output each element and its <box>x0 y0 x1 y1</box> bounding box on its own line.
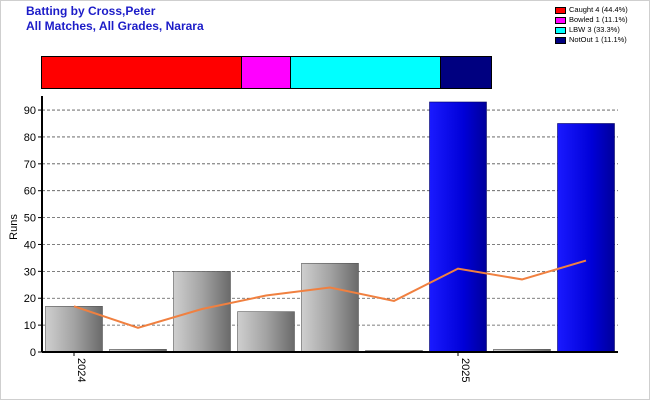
y-axis-label: Runs <box>8 214 20 240</box>
title-line-2: All Matches, All Grades, Narara <box>26 19 204 33</box>
legend-swatch <box>555 16 566 24</box>
bar <box>301 262 359 353</box>
legend-swatch <box>555 36 566 44</box>
y-tick-label: 30 <box>24 266 36 278</box>
bar <box>557 123 615 353</box>
legend-swatch <box>555 6 566 14</box>
legend-swatch <box>555 26 566 34</box>
y-tick-label: 80 <box>24 132 36 144</box>
y-tick-label: 10 <box>24 320 36 332</box>
stack-segment-lbw <box>291 57 442 88</box>
y-tick-label: 0 <box>30 347 36 359</box>
legend-item-notout: NotOut 1 (11.1%) <box>555 35 645 45</box>
legend-item-bowled: Bowled 1 (11.1%) <box>555 15 645 25</box>
bar <box>429 101 487 353</box>
y-tick-label: 50 <box>24 213 36 225</box>
legend-label: NotOut 1 (11.1%) <box>569 35 627 44</box>
bar <box>173 271 231 353</box>
legend-item-caught: Caught 4 (44.4%) <box>555 5 645 15</box>
legend-item-lbw: LBW 3 (33.3%) <box>555 25 645 35</box>
chart-title: Batting by Cross,Peter All Matches, All … <box>26 4 204 34</box>
y-tick-label: 40 <box>24 239 36 251</box>
legend-label: Bowled 1 (11.1%) <box>569 15 628 24</box>
legend-label: LBW 3 (33.3%) <box>569 25 620 34</box>
legend-label: Caught 4 (44.4%) <box>569 5 628 14</box>
trend-line <box>73 259 587 329</box>
stack-segment-notout <box>441 57 491 88</box>
y-tick-label: 20 <box>24 293 36 305</box>
x-tick-label: 2025 <box>459 358 471 382</box>
y-tick-label: 90 <box>24 105 36 117</box>
x-tick-label: 2024 <box>75 358 87 382</box>
title-line-1: Batting by Cross,Peter <box>26 4 156 18</box>
y-tick-label: 60 <box>24 186 36 198</box>
stack-segment-bowled <box>241 57 292 88</box>
y-tick-label: 70 <box>24 159 36 171</box>
stack-segment-caught <box>42 57 242 88</box>
dismissal-legend: Caught 4 (44.4%) Bowled 1 (11.1%) LBW 3 … <box>555 5 645 45</box>
dismissal-stacked-bar <box>41 56 492 89</box>
bar <box>45 306 103 353</box>
bar <box>237 311 295 353</box>
